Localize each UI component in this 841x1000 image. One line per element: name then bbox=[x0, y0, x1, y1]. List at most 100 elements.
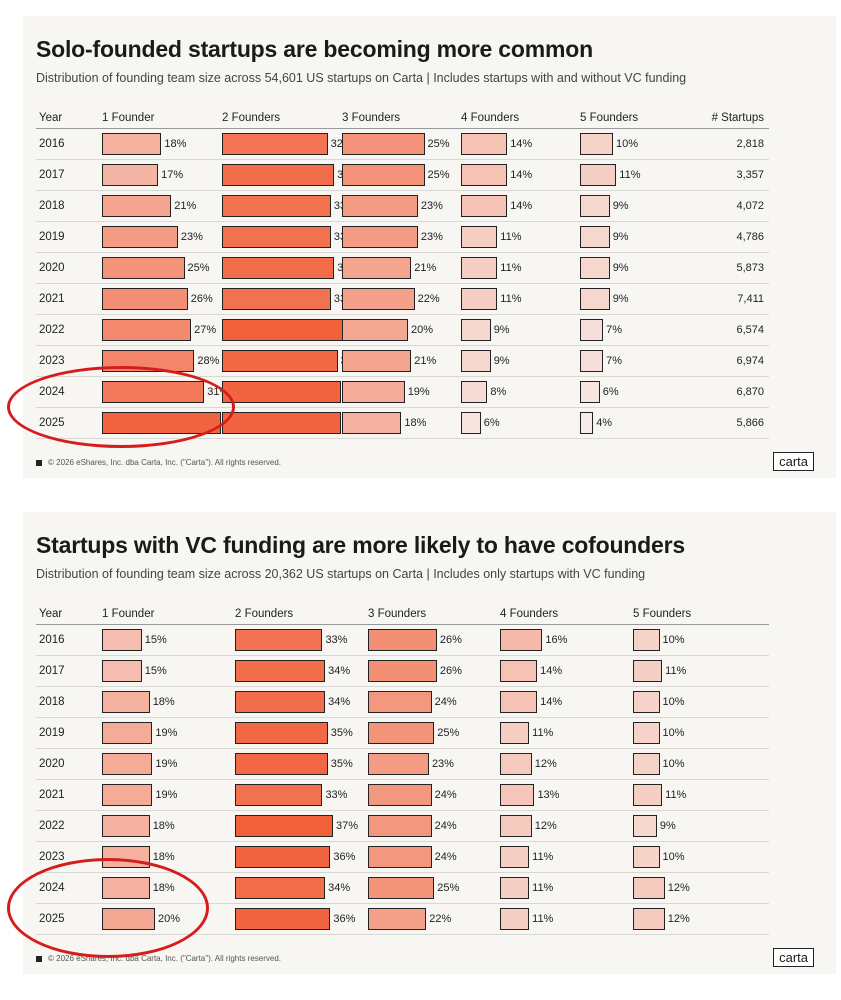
row-rule bbox=[36, 934, 769, 935]
bar-value-label: 24% bbox=[434, 851, 457, 863]
bar-value-label: 25% bbox=[427, 169, 450, 181]
bar-value-label: 18% bbox=[152, 851, 175, 863]
bar-value-label: 26% bbox=[439, 634, 462, 646]
bar-value-label: 14% bbox=[510, 200, 533, 212]
bar-4-founders bbox=[500, 753, 532, 775]
bar-1-founder bbox=[102, 660, 142, 682]
bar-value-label: 23% bbox=[420, 231, 443, 243]
column-header: 4 Founders bbox=[500, 608, 559, 620]
row-rule bbox=[36, 376, 769, 377]
chart-card-solo-founded: Solo-founded startups are becoming more … bbox=[7, 16, 836, 478]
bar-3-founders bbox=[368, 629, 437, 651]
column-header: 1 Founder bbox=[102, 112, 155, 124]
bar-3-founders bbox=[342, 319, 408, 341]
year-label: 2018 bbox=[39, 696, 65, 708]
bar-value-label: 19% bbox=[407, 386, 430, 398]
year-label: 2023 bbox=[39, 851, 65, 863]
bar-value-label: 14% bbox=[510, 169, 533, 181]
bar-value-label: 34% bbox=[328, 882, 351, 894]
bar-value-label: 11% bbox=[532, 882, 554, 894]
bar-value-label: 14% bbox=[540, 665, 563, 677]
startup-count: 7,411 bbox=[737, 293, 764, 305]
bar-3-founders bbox=[368, 691, 432, 713]
bar-value-label: 12% bbox=[667, 913, 690, 925]
startup-count: 5,873 bbox=[736, 262, 764, 274]
bar-2-founders bbox=[222, 381, 341, 403]
column-header: 4 Founders bbox=[461, 112, 520, 124]
bar-value-label: 33% bbox=[325, 789, 348, 801]
bar-value-label: 19% bbox=[155, 789, 178, 801]
startup-count: 4,786 bbox=[736, 231, 764, 243]
copyright-text: © 2026 eShares, Inc. dba Carta, Inc. ("C… bbox=[48, 954, 282, 963]
year-label: 2022 bbox=[39, 324, 65, 336]
row-rule bbox=[36, 159, 769, 160]
bar-value-label: 10% bbox=[662, 634, 685, 646]
bar-2-founders bbox=[222, 195, 331, 217]
bar-value-label: 4% bbox=[596, 417, 613, 429]
bar-value-label: 11% bbox=[665, 789, 687, 801]
year-label: 2021 bbox=[39, 789, 65, 801]
year-label: 2022 bbox=[39, 820, 65, 832]
bar-value-label: 24% bbox=[434, 789, 457, 801]
bar-value-label: 28% bbox=[197, 355, 220, 367]
bar-4-founders bbox=[461, 257, 498, 279]
bar-value-label: 26% bbox=[190, 293, 213, 305]
bar-value-label: 9% bbox=[493, 355, 510, 367]
bar-value-label: 9% bbox=[612, 293, 629, 305]
bar-5-founders bbox=[580, 195, 610, 217]
bar-3-founders bbox=[342, 195, 418, 217]
bar-value-label: 24% bbox=[434, 696, 457, 708]
bar-value-label: 19% bbox=[155, 758, 178, 770]
copyright-footer: © 2026 eShares, Inc. dba Carta, Inc. ("C… bbox=[36, 954, 281, 963]
row-rule bbox=[36, 872, 769, 873]
column-header: 3 Founders bbox=[368, 608, 427, 620]
bar-1-founder bbox=[102, 784, 153, 806]
bar-2-founders bbox=[222, 350, 338, 372]
bar-value-label: 35% bbox=[330, 727, 353, 739]
bar-2-founders bbox=[235, 846, 331, 868]
bar-4-founders bbox=[461, 319, 491, 341]
bar-3-founders bbox=[368, 784, 432, 806]
year-label: 2016 bbox=[39, 138, 65, 150]
bar-3-founders bbox=[342, 412, 402, 434]
copyright-text: © 2026 eShares, Inc. dba Carta, Inc. ("C… bbox=[48, 458, 282, 467]
bar-5-founders bbox=[580, 164, 617, 186]
row-rule bbox=[36, 221, 769, 222]
row-rule bbox=[36, 438, 769, 439]
row-rule bbox=[36, 655, 769, 656]
bar-value-label: 10% bbox=[662, 851, 685, 863]
bar-2-founders bbox=[235, 815, 334, 837]
row-rule bbox=[36, 407, 769, 408]
bar-2-founders bbox=[235, 629, 323, 651]
bar-2-founders bbox=[222, 164, 335, 186]
bar-5-founders bbox=[580, 133, 613, 155]
bar-value-label: 16% bbox=[545, 634, 568, 646]
year-label: 2020 bbox=[39, 758, 65, 770]
highlight-circle bbox=[7, 366, 235, 448]
year-label: 2020 bbox=[39, 262, 65, 274]
bar-value-label: 35% bbox=[330, 758, 353, 770]
bar-value-label: 9% bbox=[612, 231, 629, 243]
year-label: 2019 bbox=[39, 231, 65, 243]
bar-value-label: 14% bbox=[540, 696, 563, 708]
footer-square-icon bbox=[36, 459, 42, 466]
bar-value-label: 9% bbox=[659, 820, 676, 832]
bar-4-founders bbox=[500, 846, 530, 868]
column-header: 5 Founders bbox=[633, 608, 692, 620]
startup-count: 2,818 bbox=[736, 138, 764, 150]
copyright-footer: © 2026 eShares, Inc. dba Carta, Inc. ("C… bbox=[36, 458, 281, 467]
bar-2-founders bbox=[222, 226, 331, 248]
bar-value-label: 27% bbox=[194, 324, 217, 336]
bar-2-founders bbox=[222, 412, 341, 434]
bar-value-label: 18% bbox=[404, 417, 427, 429]
bar-value-label: 22% bbox=[429, 913, 452, 925]
row-rule bbox=[36, 283, 769, 284]
bar-5-founders bbox=[633, 753, 660, 775]
bar-4-founders bbox=[461, 412, 481, 434]
bar-3-founders bbox=[342, 133, 425, 155]
bar-value-label: 24% bbox=[434, 820, 457, 832]
bar-value-label: 9% bbox=[493, 324, 510, 336]
bar-5-founders bbox=[580, 412, 594, 434]
bar-5-founders bbox=[580, 288, 610, 310]
bar-value-label: 36% bbox=[333, 913, 356, 925]
